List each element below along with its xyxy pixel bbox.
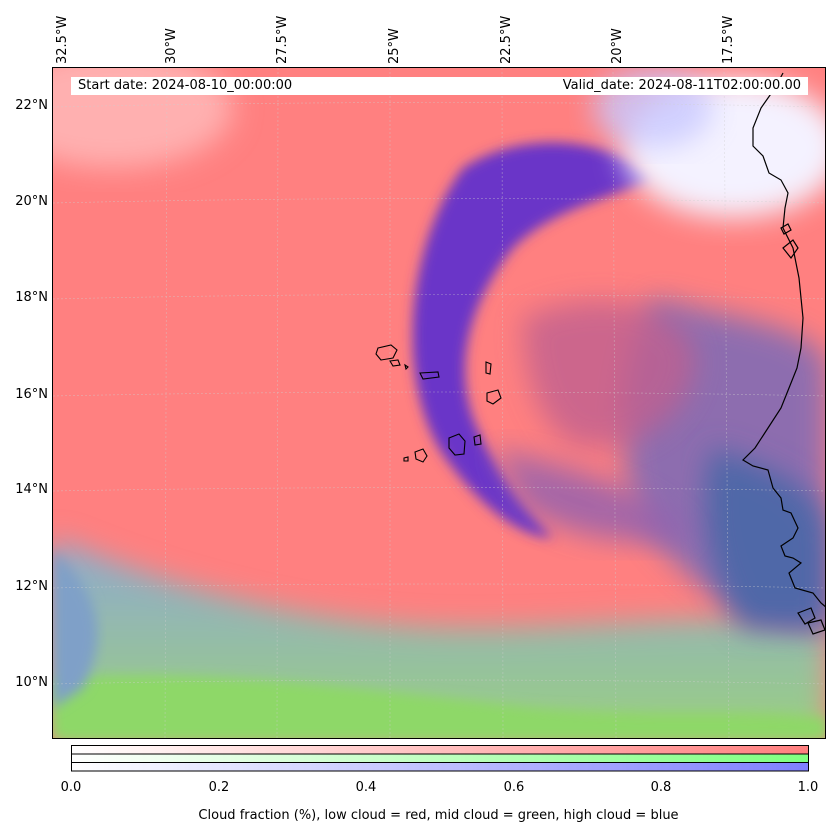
lat-label-20n: 20°N <box>15 194 48 209</box>
high-cloud-coast <box>704 448 825 628</box>
high-cloud-south-arm <box>493 448 693 542</box>
cape-verde-islands <box>375 344 502 463</box>
lon-label-30w: 30°W <box>164 28 179 64</box>
colorbar-blue <box>71 762 809 772</box>
mixed-cloud-center <box>523 301 695 448</box>
lat-label-18n: 18°N <box>15 290 48 305</box>
lon-label-27-5w: 27.5°W <box>275 15 290 64</box>
colorbar-tick-2: 0.4 <box>355 780 377 795</box>
lat-label-16n: 16°N <box>15 387 48 402</box>
lat-label-12n: 12°N <box>15 579 48 594</box>
valid-date: Valid_date: 2024-08-11T02:00:00.00 <box>562 78 801 93</box>
colorbar <box>71 745 809 772</box>
lon-label-25w: 25°W <box>387 28 402 64</box>
colorbar-tick-1: 0.2 <box>208 780 230 795</box>
high-cloud-swirl-arm <box>412 142 653 538</box>
start-date: Start date: 2024-08-10_00:00:00 <box>78 78 293 93</box>
lon-label-22-5w: 22.5°W <box>499 15 514 64</box>
lat-label-22n: 22°N <box>15 98 48 113</box>
lon-label-17-5w: 17.5°W <box>721 15 736 64</box>
colorbar-label: Cloud fraction (%), low cloud = red, mid… <box>198 808 679 823</box>
colorbar-red <box>71 745 809 755</box>
colorbar-tick-3: 0.6 <box>503 780 525 795</box>
colorbar-green <box>71 753 809 763</box>
map-canvas <box>53 68 825 738</box>
cloud-fraction-map[interactable] <box>52 67 826 739</box>
mid-cloud-green-band <box>53 675 825 738</box>
graticule <box>53 68 825 738</box>
africa-coastline <box>742 72 825 635</box>
date-banner: Start date: 2024-08-10_00:00:00 Valid_da… <box>71 77 808 95</box>
colorbar-tick-5: 1.0 <box>797 780 819 795</box>
high-cloud-sw <box>53 548 98 708</box>
colorbar-tick-0: 0.0 <box>60 780 82 795</box>
lat-label-14n: 14°N <box>15 482 48 497</box>
colorbar-tick-4: 0.8 <box>650 780 672 795</box>
lon-label-32-5w: 32.5°W <box>55 15 70 64</box>
lon-label-20w: 20°W <box>610 28 625 64</box>
lat-label-10n: 10°N <box>15 675 48 690</box>
